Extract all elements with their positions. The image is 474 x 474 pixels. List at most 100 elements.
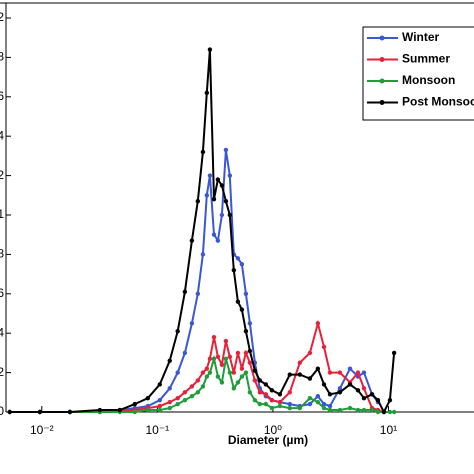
- series-marker: [97, 407, 103, 413]
- series-marker: [263, 401, 269, 407]
- series-marker: [219, 362, 225, 367]
- series-marker: [200, 252, 206, 257]
- series-marker: [182, 390, 188, 395]
- series-marker: [132, 409, 137, 415]
- series-marker: [195, 199, 201, 204]
- series-marker: [215, 354, 221, 360]
- series-marker: [204, 366, 210, 371]
- y-tick-label: 6: [0, 286, 4, 300]
- series-marker: [315, 394, 321, 399]
- series-marker: [157, 407, 162, 413]
- series-marker: [167, 399, 172, 405]
- series-marker: [207, 47, 213, 52]
- series-marker: [227, 370, 233, 375]
- series-marker: [223, 356, 229, 362]
- legend-label: Post Monsoon: [402, 95, 474, 109]
- series-marker: [347, 405, 353, 411]
- legend-box: [362, 26, 474, 121]
- series-marker: [204, 374, 210, 379]
- y-tick-label: 2: [0, 10, 4, 24]
- series-line: [9, 149, 379, 413]
- series-marker: [239, 262, 245, 267]
- series-marker: [37, 409, 43, 415]
- legend-marker: [379, 100, 385, 105]
- series-marker: [277, 392, 283, 397]
- series-marker: [391, 409, 397, 415]
- series-marker: [269, 397, 275, 403]
- series-marker: [252, 397, 258, 403]
- series-marker: [243, 350, 249, 356]
- y-tick-label: 6: [0, 89, 4, 103]
- series-marker: [361, 407, 367, 413]
- series-marker: [387, 397, 393, 403]
- series-marker: [227, 173, 233, 178]
- series-marker: [7, 409, 12, 415]
- series-line: [9, 49, 396, 415]
- series-marker: [307, 396, 313, 401]
- series-marker: [189, 238, 195, 243]
- series-marker: [223, 338, 229, 344]
- series-marker: [375, 409, 381, 415]
- series-marker: [167, 405, 172, 411]
- y-tick-label: 0: [0, 404, 4, 418]
- y-tick-label: 1: [0, 207, 4, 221]
- series-marker: [235, 299, 241, 304]
- series-marker: [182, 350, 188, 356]
- series-marker: [189, 321, 195, 326]
- series-marker: [207, 356, 213, 362]
- series-marker: [337, 370, 343, 375]
- x-tick-label: 10¹: [380, 423, 397, 437]
- series-marker: [277, 399, 283, 405]
- series-marker: [257, 401, 263, 407]
- series-marker: [235, 256, 241, 261]
- series-marker: [207, 370, 213, 375]
- series-marker: [243, 370, 249, 375]
- series-marker: [391, 350, 397, 356]
- series-marker: [132, 401, 137, 407]
- series-marker: [361, 386, 367, 391]
- x-tick-label: 10⁰: [264, 423, 282, 437]
- y-tick-label: 4: [0, 325, 4, 339]
- series-marker: [67, 409, 73, 415]
- legend: Winter Summer Monsoon Post Monsoon: [362, 26, 474, 121]
- series-marker: [247, 321, 253, 326]
- series-marker: [195, 378, 201, 383]
- series-marker: [369, 407, 375, 413]
- series-marker: [231, 386, 237, 391]
- series-marker: [307, 350, 313, 356]
- series-marker: [223, 199, 229, 204]
- series-marker: [247, 390, 253, 395]
- series-marker: [243, 291, 249, 296]
- series-marker: [195, 291, 201, 296]
- series-marker: [223, 147, 229, 153]
- series-marker: [182, 289, 188, 295]
- series-marker: [175, 329, 180, 334]
- series-marker: [387, 409, 393, 415]
- series-marker: [337, 390, 343, 395]
- series-marker: [243, 329, 249, 334]
- series-marker: [355, 388, 361, 393]
- series-marker: [157, 403, 162, 409]
- series-marker: [337, 386, 343, 391]
- series-marker: [204, 193, 210, 198]
- series-marker: [175, 401, 180, 407]
- series-marker: [355, 370, 361, 375]
- series-marker: [337, 407, 343, 413]
- series-marker: [157, 382, 162, 387]
- series-marker: [175, 370, 180, 375]
- series-marker: [252, 368, 258, 373]
- series-marker: [347, 382, 353, 387]
- series-marker: [252, 378, 258, 383]
- series-marker: [315, 399, 321, 405]
- series-marker: [287, 372, 292, 377]
- series-marker: [247, 360, 253, 365]
- series-marker: [189, 394, 195, 399]
- series-marker: [321, 405, 327, 411]
- x-tick-label: 10⁻¹: [146, 423, 170, 437]
- series-marker: [200, 370, 206, 375]
- series-marker: [287, 405, 292, 411]
- legend-marker: [379, 35, 385, 41]
- series-marker: [247, 348, 253, 354]
